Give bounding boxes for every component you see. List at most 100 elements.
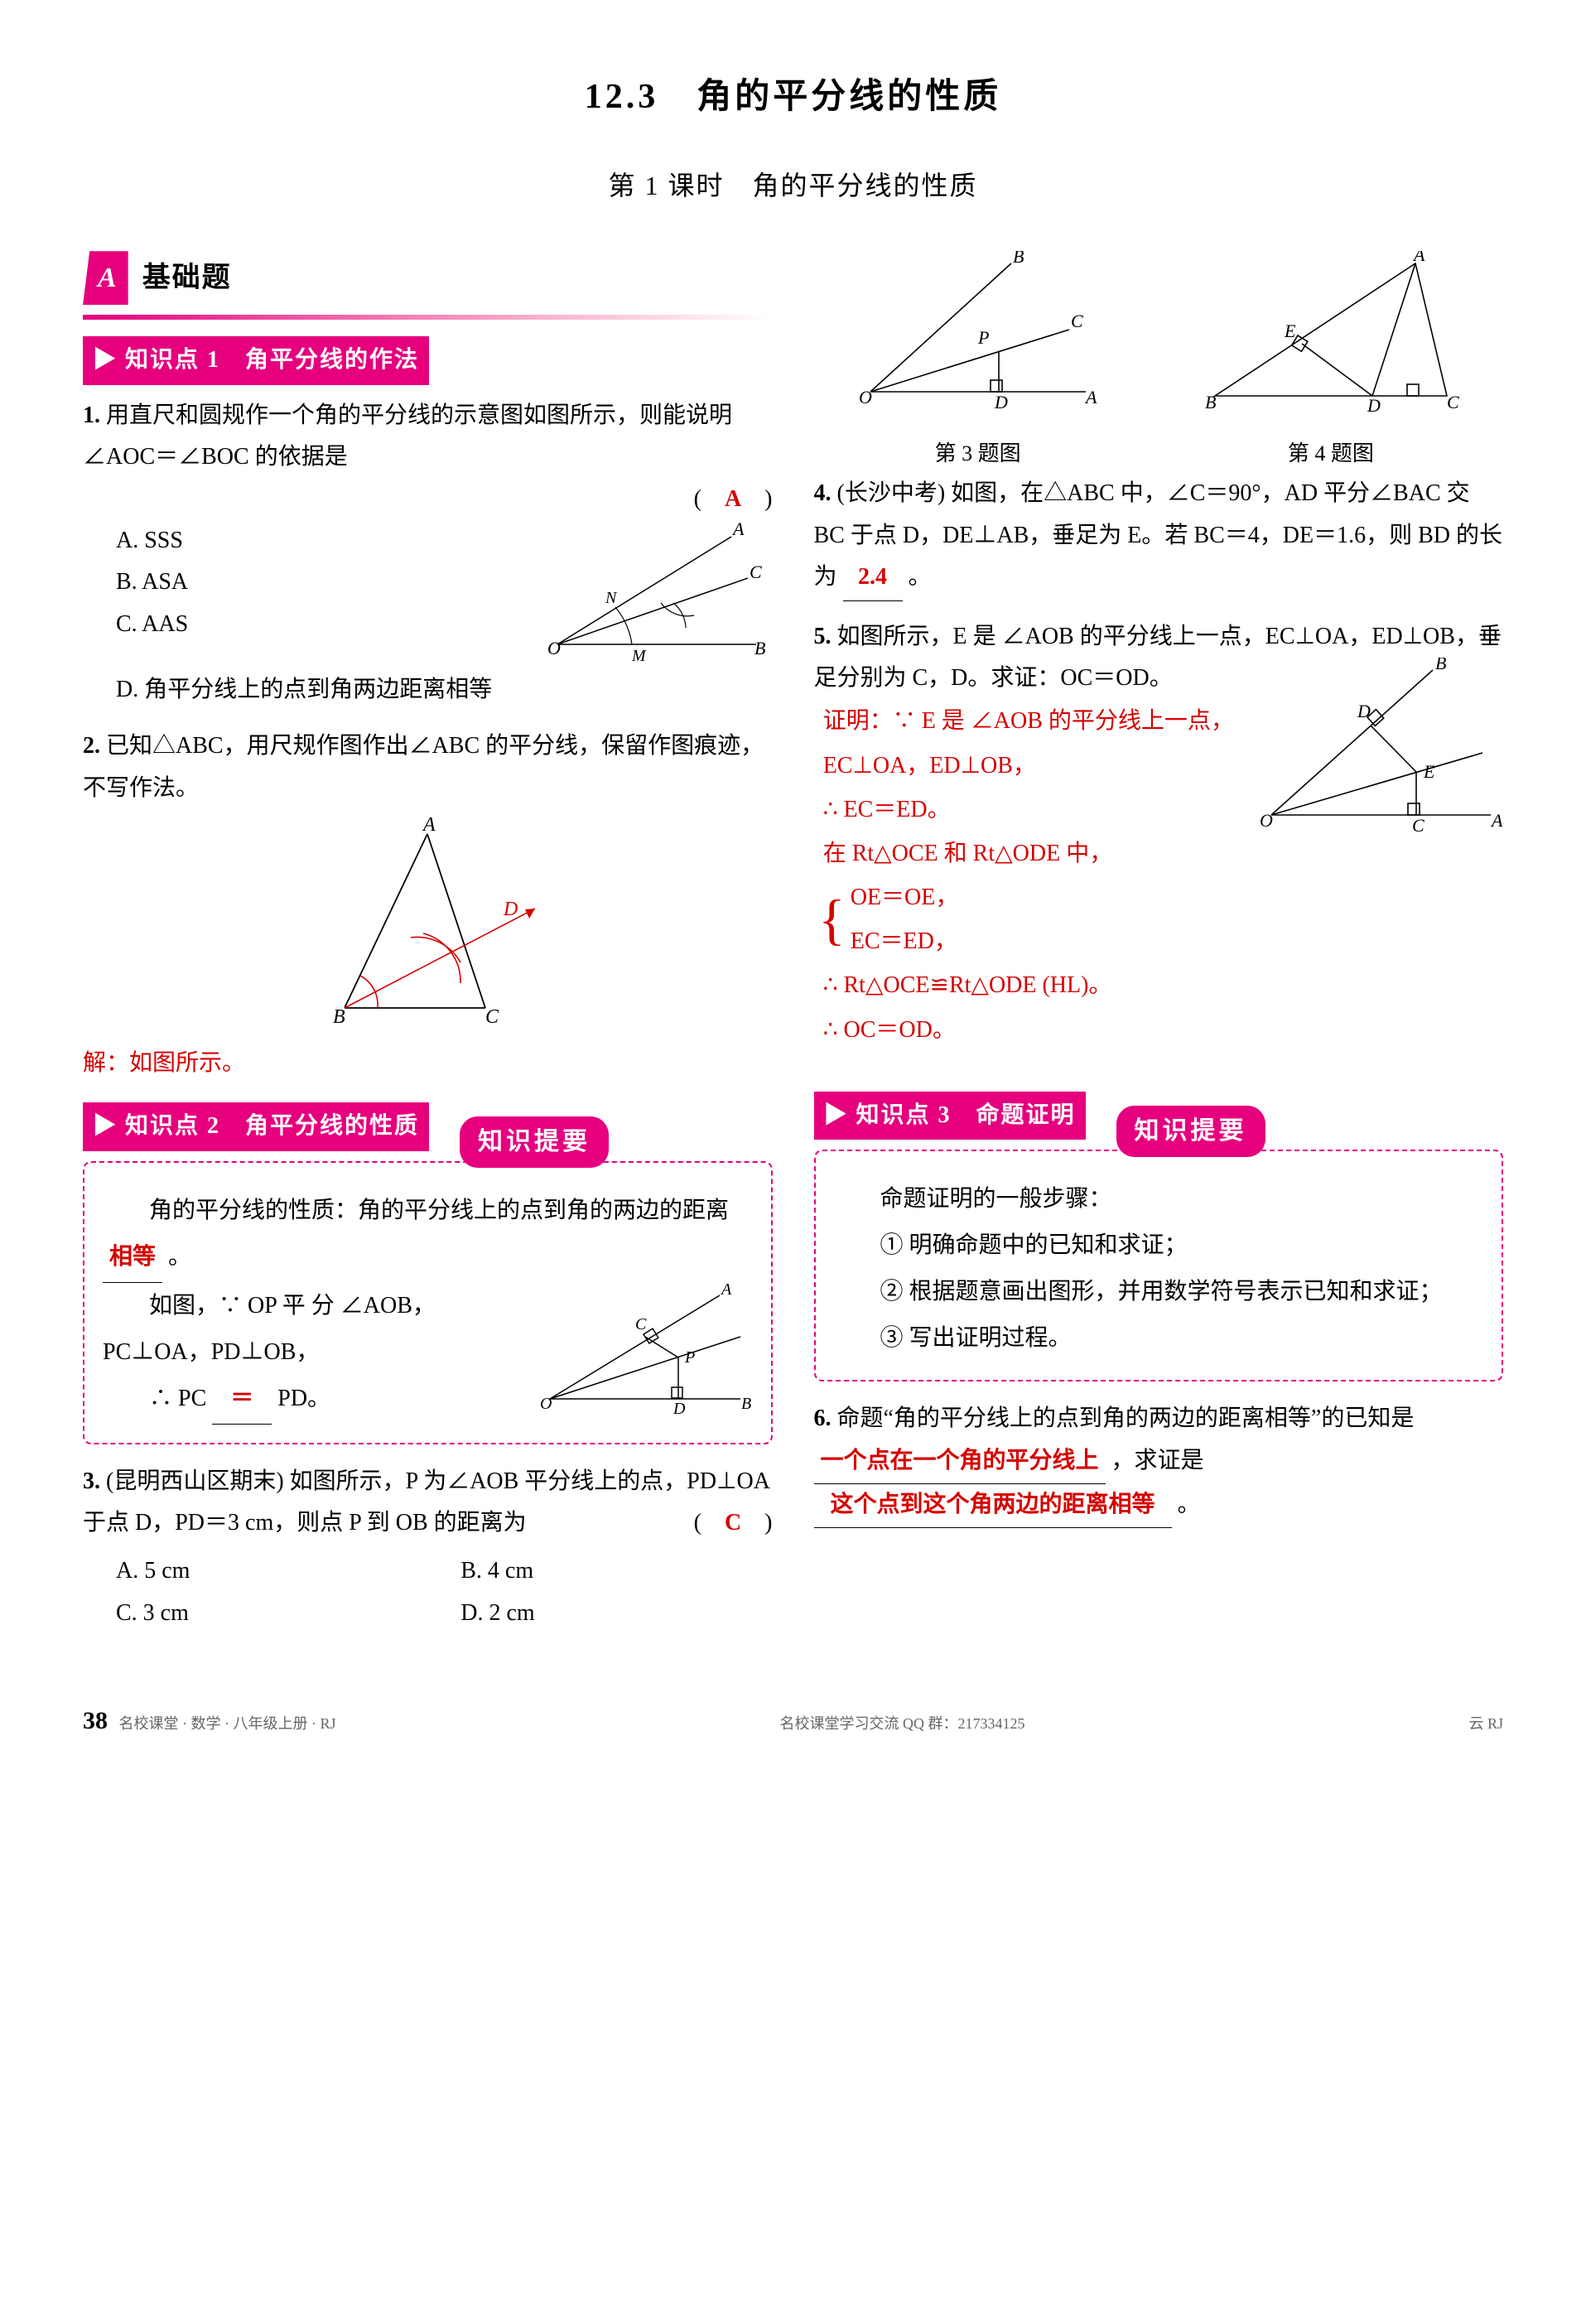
q1-figure: O B A C M N xyxy=(541,520,773,669)
q1-text: 用直尺和圆规作一个角的平分线的示意图如图所示，则能说明∠AOC＝∠BOC 的依据… xyxy=(83,403,732,470)
tip3-l3: ② 根据题意画出图形，并用数学符号表示已知和求证； xyxy=(834,1269,1484,1315)
svg-text:B: B xyxy=(741,1395,751,1413)
q6-blank2: 这个点到这个角两边的距离相等 xyxy=(814,1484,1172,1528)
page-number: 38 xyxy=(83,1707,108,1734)
figure-pair-3-4: O A B C D P 第 3 题图 A B C xyxy=(814,251,1504,473)
question-2: 2. 已知△ABC，用尺规作图作出∠ABC 的平分线，保留作图痕迹，不写作法。 … xyxy=(83,726,773,1085)
svg-text:C: C xyxy=(485,1006,499,1028)
fig3-svg: O A B C D P xyxy=(854,251,1102,417)
kp2-label: ▶ 知识点 2 角平分线的性质 xyxy=(93,1113,419,1139)
section-a-tag: A 基础题 xyxy=(83,251,232,305)
svg-text:A: A xyxy=(422,817,436,836)
svg-text:E: E xyxy=(1284,321,1296,341)
tip3-badge: 知识提要 xyxy=(1116,1106,1265,1157)
svg-text:B: B xyxy=(1013,251,1024,267)
question-4: 4. (长沙中考) 如图，在△ABC 中，∠C＝90°，AD 平分∠BAC 交 … xyxy=(814,473,1504,600)
svg-text:D: D xyxy=(672,1400,686,1415)
svg-text:O: O xyxy=(540,1395,552,1413)
two-column-layout: A 基础题 ▶ 知识点 1 角平分线的作法 1. 用直尺和圆规作一个角的平分线的… xyxy=(83,251,1503,1649)
svg-text:P: P xyxy=(684,1348,695,1367)
svg-text:D: D xyxy=(994,392,1008,412)
q5-number: 5. xyxy=(814,624,832,649)
kp3-label: ▶ 知识点 3 命题证明 xyxy=(824,1102,1076,1128)
q2-solution: 解：如图所示。 xyxy=(83,1041,773,1085)
tip2-eq: ＝ xyxy=(212,1376,272,1425)
svg-text:A: A xyxy=(720,1283,732,1299)
question-1: 1. 用直尺和圆规作一个角的平分线的示意图如图所示，则能说明∠AOC＝∠BOC … xyxy=(83,395,773,711)
svg-text:B: B xyxy=(1205,392,1216,412)
right-column: O A B C D P 第 3 题图 A B C xyxy=(814,251,1504,1649)
tip2-figure: O B A C D P xyxy=(538,1283,753,1415)
q1-opt-a: A. SSS xyxy=(116,520,524,562)
tip2-box: 角的平分线的性质：角的平分线上的点到角的两边的距离 相等 。 如图，∵ OP 平… xyxy=(83,1161,773,1444)
q5-p6: ∴ OC＝OD。 xyxy=(823,1008,1503,1052)
tip2-badge: 知识提要 xyxy=(460,1116,609,1168)
q1-opt-b: B. ASA xyxy=(116,562,524,603)
footer-center: 名校课堂学习交流 QQ 群：217334125 xyxy=(779,1710,1024,1737)
main-title: 12.3 角的平分线的性质 xyxy=(83,66,1503,129)
question-6: 6. 命题“角的平分线上的点到角的两边的距离相等”的已知是 一个点在一个角的平分… xyxy=(814,1398,1504,1528)
page-footer: 38 名校课堂 · 数学 · 八年级上册 · RJ 名校课堂学习交流 QQ 群：… xyxy=(83,1699,1503,1743)
q6-after: 。 xyxy=(1178,1492,1201,1517)
q4-after: 。 xyxy=(909,564,932,590)
tip2-line3b: PD。 xyxy=(277,1386,330,1411)
q5-p5: ∴ Rt△OCE≌Rt△ODE (HL)。 xyxy=(823,963,1503,1007)
left-column: A 基础题 ▶ 知识点 1 角平分线的作法 1. 用直尺和圆规作一个角的平分线的… xyxy=(83,251,773,1649)
q1-number: 1. xyxy=(83,403,100,428)
tip3-l4: ③ 写出证明过程。 xyxy=(834,1315,1484,1362)
svg-text:C: C xyxy=(1447,392,1459,412)
tip2-line1: 角的平分线的性质：角的平分线上的点到角的两边的距离 xyxy=(103,1198,729,1223)
footer-right: 云 RJ xyxy=(1468,1710,1503,1737)
q2-number: 2. xyxy=(83,733,100,759)
svg-text:O: O xyxy=(1260,810,1273,831)
q3-opt-d: D. 2 cm xyxy=(460,1593,772,1634)
section-a-label: 基础题 xyxy=(142,263,232,293)
q3-opt-c: C. 3 cm xyxy=(116,1593,427,1634)
footer-left: 名校课堂 · 数学 · 八年级上册 · RJ xyxy=(119,1715,336,1732)
q3-answer: C xyxy=(725,1510,741,1536)
svg-text:D: D xyxy=(1367,395,1381,416)
section-a-glyph: A xyxy=(83,251,128,305)
fig3-caption: 第 3 题图 xyxy=(854,435,1102,474)
q5-figure: O A B C D E xyxy=(1255,658,1503,854)
tip2-line2: 如图，∵ OP 平 分 ∠AOB，PC⊥OA，PD⊥OB， xyxy=(103,1283,529,1376)
svg-text:D: D xyxy=(503,899,518,920)
tip2-blank: 相等 xyxy=(103,1234,162,1283)
fig4-svg: A B C D E xyxy=(1198,251,1463,417)
q3-opt-b: B. 4 cm xyxy=(460,1550,772,1592)
svg-text:A: A xyxy=(731,520,745,539)
q3-src: (昆明西山区期末) xyxy=(106,1468,284,1494)
kp1-label: ▶ 知识点 1 角平分线的作法 xyxy=(93,347,419,373)
svg-text:A: A xyxy=(1412,251,1425,265)
q5-brace: { xyxy=(818,891,846,947)
q6-text: 命题“角的平分线上的点到角的两边的距离相等”的已知是 xyxy=(837,1405,1415,1431)
question-5: 5. 如图所示，E 是 ∠AOB 的平分线上一点，EC⊥OA，ED⊥OB，垂足分… xyxy=(814,616,1504,1052)
q2-text: 已知△ABC，用尺规作图作出∠ABC 的平分线，保留作图痕迹，不写作法。 xyxy=(83,733,764,800)
svg-text:P: P xyxy=(977,327,989,348)
section-a-underline xyxy=(83,315,773,320)
kp3-bar: ▶ 知识点 3 命题证明 xyxy=(814,1092,1086,1140)
q3-answer-paren: ( C ) xyxy=(694,1502,773,1544)
q1-answer-paren: ( A ) xyxy=(83,479,773,520)
tip3-l1: 命题证明的一般步骤： xyxy=(834,1176,1484,1222)
svg-text:O: O xyxy=(859,387,872,407)
q1-opt-d: D. 角平分线上的点到角两边距离相等 xyxy=(116,669,773,711)
svg-text:B: B xyxy=(333,1006,345,1028)
q4-number: 4. xyxy=(814,480,832,506)
q5-p4a: OE＝OE， xyxy=(851,875,959,919)
kp1-bar: ▶ 知识点 1 角平分线的作法 xyxy=(83,336,429,384)
svg-text:C: C xyxy=(1071,311,1083,331)
svg-text:M: M xyxy=(631,647,647,665)
q5-p4b: EC＝ED， xyxy=(851,919,959,963)
q4-answer: 2.4 xyxy=(843,557,903,600)
q6-blank1: 一个点在一个角的平分线上 xyxy=(814,1440,1106,1484)
q6-mid: ，求证是 xyxy=(1111,1448,1204,1473)
q1-answer: A xyxy=(725,486,741,512)
svg-text:C: C xyxy=(1412,815,1425,836)
svg-text:C: C xyxy=(750,562,762,582)
svg-text:A: A xyxy=(1490,810,1503,831)
question-3: 3. (昆明西山区期末) 如图所示，P 为∠AOB 平分线上的点，PD⊥OA 于… xyxy=(83,1461,773,1635)
svg-text:B: B xyxy=(754,638,765,658)
q4-src: (长沙中考) xyxy=(837,480,946,506)
svg-text:C: C xyxy=(635,1315,647,1333)
